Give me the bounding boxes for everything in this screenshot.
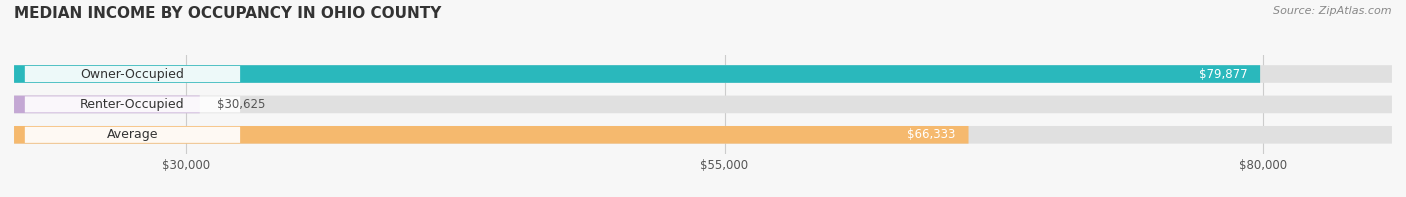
Text: Renter-Occupied: Renter-Occupied — [80, 98, 184, 111]
FancyBboxPatch shape — [25, 66, 240, 82]
FancyBboxPatch shape — [14, 96, 1392, 113]
Text: $66,333: $66,333 — [907, 128, 956, 141]
Text: Owner-Occupied: Owner-Occupied — [80, 68, 184, 81]
FancyBboxPatch shape — [14, 65, 1392, 83]
FancyBboxPatch shape — [25, 127, 240, 143]
Text: $79,877: $79,877 — [1198, 68, 1247, 81]
FancyBboxPatch shape — [14, 96, 200, 113]
Text: $30,625: $30,625 — [217, 98, 266, 111]
Text: Source: ZipAtlas.com: Source: ZipAtlas.com — [1274, 6, 1392, 16]
FancyBboxPatch shape — [14, 126, 1392, 144]
FancyBboxPatch shape — [25, 96, 240, 112]
FancyBboxPatch shape — [14, 65, 1260, 83]
Text: Average: Average — [107, 128, 159, 141]
FancyBboxPatch shape — [14, 126, 969, 144]
Text: MEDIAN INCOME BY OCCUPANCY IN OHIO COUNTY: MEDIAN INCOME BY OCCUPANCY IN OHIO COUNT… — [14, 6, 441, 21]
